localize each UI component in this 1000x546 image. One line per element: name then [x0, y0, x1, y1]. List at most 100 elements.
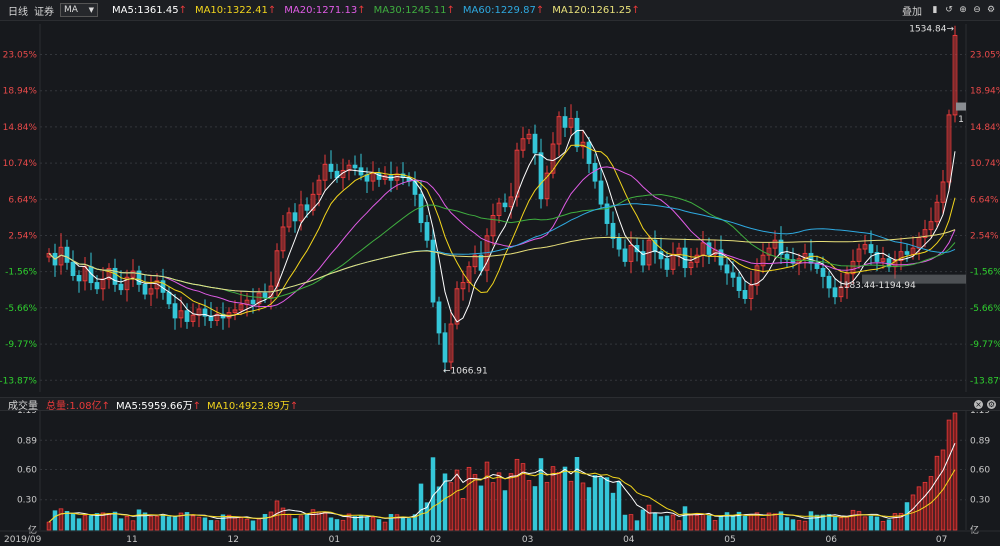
volume-bar — [718, 515, 724, 531]
volume-bar — [400, 516, 406, 531]
candle-body — [730, 272, 736, 278]
volume-bar — [106, 513, 112, 531]
volume-bar — [868, 515, 874, 531]
volume-bar — [580, 482, 586, 531]
x-tick-label: 07 — [936, 535, 947, 545]
volume-bar — [610, 492, 616, 531]
volume-bar — [760, 518, 766, 531]
zoom-out-icon[interactable]: ⊖ — [973, 5, 981, 15]
volume-bar — [172, 516, 178, 531]
volume-bar — [142, 512, 148, 531]
instrument-label[interactable]: 证券 — [34, 6, 54, 18]
x-tick-label: 01 — [329, 535, 340, 545]
volume-bar — [568, 480, 574, 531]
candle-body — [76, 275, 82, 282]
chevron-down-icon: ▼ — [88, 6, 94, 14]
candle-body — [316, 179, 322, 195]
candle-body — [304, 204, 310, 211]
volume-bar — [100, 512, 106, 531]
candle-body — [250, 299, 256, 305]
lock-icon[interactable]: ▮ — [932, 5, 938, 15]
candle-body — [262, 292, 268, 299]
candle-body — [232, 309, 238, 314]
candle-body — [706, 242, 712, 255]
zoom-in-icon[interactable]: ⊕ — [959, 5, 967, 15]
candle-body — [772, 239, 778, 249]
volume-bar — [376, 519, 382, 531]
candle-body — [688, 261, 694, 269]
candle-body — [616, 237, 622, 250]
volume-bar — [160, 515, 166, 531]
candle-body — [292, 212, 298, 222]
volume-bar — [418, 483, 424, 531]
volume-bar — [46, 521, 52, 531]
candle-body — [658, 251, 664, 260]
volume-bar — [766, 512, 772, 531]
candle-body — [184, 310, 190, 322]
volume-bar — [832, 516, 838, 531]
volume-bar — [520, 463, 526, 531]
volume-bar — [892, 513, 898, 531]
settings-icon[interactable]: ⚙ — [986, 5, 996, 15]
volume-bar — [148, 515, 154, 531]
candle-body — [820, 267, 826, 277]
ma5-line — [48, 129, 956, 323]
candle-body — [574, 117, 580, 148]
candle-body — [622, 248, 628, 262]
candle-body — [682, 247, 688, 269]
candle-body — [760, 254, 766, 267]
volume-bar — [94, 513, 100, 531]
close-icon[interactable]: × — [974, 399, 983, 409]
range-label: 1183.44-1194.94 — [838, 281, 916, 291]
volume-panel-controls: × ⚙ — [974, 398, 996, 410]
candle-body — [538, 152, 544, 200]
volume-bar — [706, 515, 712, 531]
period-label[interactable]: 日线 — [8, 6, 28, 18]
candle-body — [124, 276, 130, 291]
volume-bar — [178, 512, 184, 531]
volume-bar — [826, 514, 832, 531]
ma30-line — [48, 193, 956, 300]
volume-bar — [130, 520, 136, 531]
volume-bar — [508, 473, 514, 531]
volume-bar — [862, 516, 868, 531]
volume-bar — [682, 506, 688, 531]
volume-bar — [406, 518, 412, 531]
volume-bar — [514, 458, 520, 531]
y-tick-label-right: -9.77% — [970, 340, 1000, 350]
candle-body — [778, 239, 784, 255]
candle-body — [472, 254, 478, 268]
candle-body — [862, 244, 868, 250]
y-tick-label-left: 18.94% — [3, 87, 38, 97]
candle-body — [64, 246, 70, 263]
ma30-legend: MA30:1245.11↑ — [373, 4, 455, 16]
undo-icon[interactable]: ↺ — [945, 5, 953, 15]
candle-body — [100, 278, 106, 290]
chart-tools: 叠加 ▮ ↺ ⊕ ⊖ ⚙ — [902, 0, 996, 20]
candle-body — [832, 287, 838, 298]
candle-body — [550, 143, 556, 174]
volume-bar — [880, 520, 886, 531]
x-tick-label: 12 — [227, 535, 238, 545]
candle-body — [286, 212, 292, 228]
volume-bar — [526, 480, 532, 531]
volume-bar — [946, 419, 952, 531]
volume-bar — [472, 474, 478, 531]
y-tick-label-right: 23.05% — [970, 50, 1000, 60]
overlay-button[interactable]: 叠加 — [902, 6, 922, 18]
volume-bar — [700, 513, 706, 531]
volume-bar — [310, 509, 316, 531]
volume-bar — [628, 514, 634, 531]
candle-body — [880, 258, 886, 262]
volume-bar — [922, 481, 928, 531]
gear-icon[interactable]: ⚙ — [987, 399, 996, 409]
candle-body — [598, 180, 604, 205]
volume-bar — [334, 519, 340, 531]
volume-bar — [604, 477, 610, 531]
volume-bar — [118, 518, 124, 531]
candle-body — [436, 301, 442, 334]
volume-bar — [232, 517, 238, 531]
indicator-select[interactable]: MA ▼ — [60, 3, 98, 17]
ma10-legend: MA10:1322.41↑ — [194, 4, 277, 16]
